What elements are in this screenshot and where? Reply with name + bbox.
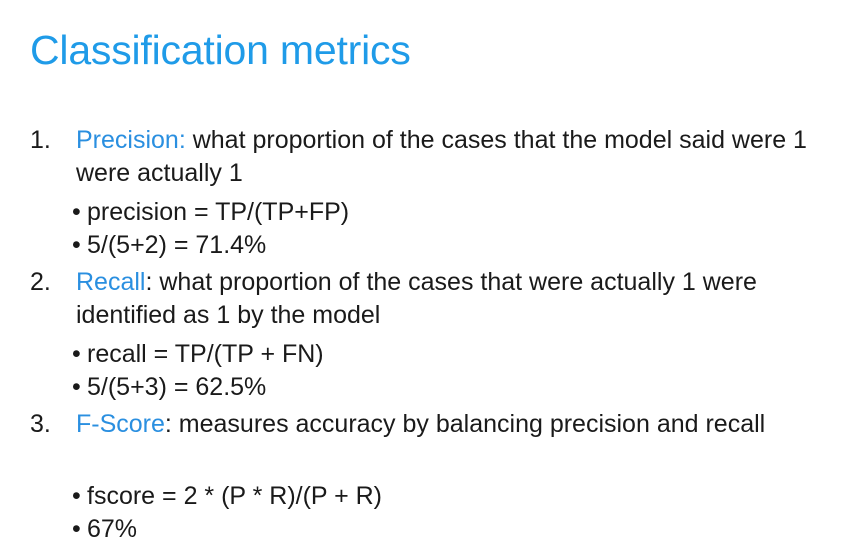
bullet-text: 67% [87, 515, 138, 543]
bullet-text: fscore = 2 * (P * R)/(P + R) [87, 482, 383, 510]
bullet-icon: • [72, 340, 81, 368]
item-description: : measures accuracy by balancing precisi… [164, 410, 766, 438]
item-term: Recall [76, 268, 146, 296]
bullet-icon: • [72, 373, 81, 401]
item-number: 2. [30, 268, 51, 296]
list-item-fscore: 3. F-Score: measures accuracy by balanci… [30, 408, 840, 441]
bullet-text: 5/(5+2) = 71.4% [87, 231, 267, 259]
sub-bullet: • recall = TP/(TP + FN) [72, 338, 324, 371]
sub-bullet: • 5/(5+2) = 71.4% [72, 229, 266, 262]
item-description: what proportion of the cases that the mo… [76, 126, 807, 187]
sub-bullet: • 67% [72, 513, 137, 546]
item-number: 1. [30, 126, 51, 154]
bullet-icon: • [72, 198, 81, 226]
bullet-text: 5/(5+3) = 62.5% [87, 373, 267, 401]
item-number: 3. [30, 410, 51, 438]
bullet-icon: • [72, 482, 81, 510]
item-body: Precision: what proportion of the cases … [76, 124, 840, 190]
sub-bullet: • fscore = 2 * (P * R)/(P + R) [72, 480, 382, 513]
list-item-precision: 1. Precision: what proportion of the cas… [30, 124, 840, 190]
sub-bullet: • precision = TP/(TP+FP) [72, 196, 349, 229]
item-body: Recall: what proportion of the cases tha… [76, 266, 840, 332]
item-term: Precision: [76, 126, 186, 154]
bullet-icon: • [72, 515, 81, 543]
item-description: : what proportion of the cases that were… [76, 268, 757, 329]
bullet-text: precision = TP/(TP+FP) [87, 198, 350, 226]
bullet-icon: • [72, 231, 81, 259]
item-term: F-Score [76, 410, 165, 438]
list-item-recall: 2. Recall: what proportion of the cases … [30, 266, 840, 332]
item-body: F-Score: measures accuracy by balancing … [76, 408, 840, 441]
sub-bullet: • 5/(5+3) = 62.5% [72, 371, 266, 404]
slide-title: Classification metrics [30, 27, 411, 73]
bullet-text: recall = TP/(TP + FN) [87, 340, 324, 368]
